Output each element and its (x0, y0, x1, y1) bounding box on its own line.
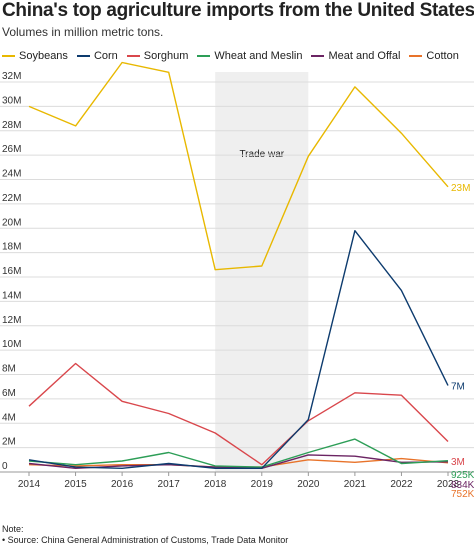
note-heading: Note: (2, 524, 24, 534)
y-tick-label: 18M (2, 242, 21, 253)
legend-swatch-meat (311, 55, 325, 57)
y-tick-label: 30M (2, 95, 21, 106)
legend-label-corn: Corn (93, 50, 118, 62)
y-tick-label: 12M (2, 315, 21, 326)
legend-label-wheat: Wheat and Meslin (214, 50, 303, 62)
legend-item-sorghum: Sorghum (126, 50, 189, 62)
legend-swatch-sorghum (126, 55, 140, 57)
x-tick-label: 2019 (251, 479, 274, 490)
legend-swatch-wheat (197, 55, 211, 57)
y-tick-label: 20M (2, 217, 21, 228)
chart-subtitle: Volumes in million metric tons. (2, 25, 164, 39)
end-label-soybeans: 23M (451, 183, 470, 194)
y-tick-label: 0 (2, 461, 8, 472)
legend-label-meat: Meat and Offal (328, 50, 401, 62)
y-tick-label: 14M (2, 290, 21, 301)
legend-label-cotton: Cotton (426, 50, 459, 62)
end-label-corn: 7M (451, 381, 465, 392)
legend-swatch-cotton (409, 55, 423, 57)
x-tick-label: 2016 (111, 479, 134, 490)
legend-label-soybeans: Soybeans (19, 50, 68, 62)
y-tick-label: 2M (2, 437, 16, 448)
legend: Soybeans Corn Sorghum Wheat and Meslin M… (2, 50, 459, 62)
x-tick-label: 2018 (204, 479, 227, 490)
x-tick-label: 2014 (18, 479, 41, 490)
end-label-cotton: 752K (451, 489, 474, 500)
y-tick-label: 32M (2, 71, 21, 82)
x-tick-label: 2017 (158, 479, 181, 490)
trade-war-band (215, 72, 309, 472)
y-tick-label: 22M (2, 193, 21, 204)
series-line-sorghum (28, 362, 449, 466)
chart-title: China's top agriculture imports from the… (2, 0, 474, 21)
y-tick-label: 8M (2, 364, 16, 375)
end-label-sorghum: 3M (451, 457, 465, 468)
notes: Note: • Source: China General Administra… (2, 524, 288, 546)
x-tick-label: 2023 (437, 479, 460, 490)
y-tick-label: 24M (2, 169, 21, 180)
x-tick-label: 2022 (390, 479, 413, 490)
legend-item-corn: Corn (76, 50, 118, 62)
y-tick-label: 16M (2, 266, 21, 277)
legend-swatch-soybeans (2, 55, 15, 57)
x-tick-label: 2021 (344, 479, 367, 490)
y-tick-label: 26M (2, 144, 21, 155)
y-tick-label: 4M (2, 412, 16, 423)
x-tick-label: 2020 (297, 479, 320, 490)
end-label-wheat-and-meslin: 925K (451, 470, 474, 481)
trade-war-label: Trade war (239, 149, 284, 160)
end-label-meat-and-offal: 834K (451, 480, 474, 491)
legend-swatch-corn (76, 55, 90, 57)
series-line-wheat-and-meslin (28, 438, 449, 468)
legend-item-soybeans: Soybeans (2, 50, 68, 62)
legend-item-wheat: Wheat and Meslin (197, 50, 302, 62)
x-tick-label: 2015 (64, 479, 87, 490)
legend-label-sorghum: Sorghum (143, 50, 189, 62)
legend-item-meat: Meat and Offal (311, 50, 400, 62)
source-note: • Source: China General Administration o… (2, 535, 289, 545)
y-tick-label: 6M (2, 388, 16, 399)
series-line-corn (28, 229, 449, 469)
legend-item-cotton: Cotton (409, 50, 459, 62)
series-line-soybeans (28, 61, 449, 271)
y-tick-label: 28M (2, 120, 21, 131)
y-tick-label: 10M (2, 339, 21, 350)
